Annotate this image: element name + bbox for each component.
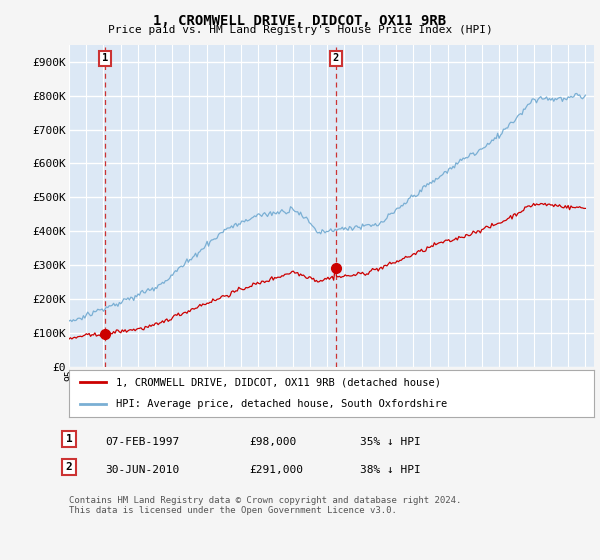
Text: £98,000: £98,000 [249, 437, 296, 447]
Text: 07-FEB-1997: 07-FEB-1997 [105, 437, 179, 447]
Text: 30-JUN-2010: 30-JUN-2010 [105, 465, 179, 475]
Text: 1: 1 [65, 434, 73, 444]
Text: HPI: Average price, detached house, South Oxfordshire: HPI: Average price, detached house, Sout… [116, 399, 448, 409]
Text: 2: 2 [332, 53, 339, 63]
Text: Price paid vs. HM Land Registry's House Price Index (HPI): Price paid vs. HM Land Registry's House … [107, 25, 493, 35]
Text: 1, CROMWELL DRIVE, DIDCOT, OX11 9RB: 1, CROMWELL DRIVE, DIDCOT, OX11 9RB [154, 14, 446, 28]
Text: 1, CROMWELL DRIVE, DIDCOT, OX11 9RB (detached house): 1, CROMWELL DRIVE, DIDCOT, OX11 9RB (det… [116, 377, 441, 388]
Text: 38% ↓ HPI: 38% ↓ HPI [360, 465, 421, 475]
Text: 1: 1 [102, 53, 108, 63]
Text: 35% ↓ HPI: 35% ↓ HPI [360, 437, 421, 447]
Text: Contains HM Land Registry data © Crown copyright and database right 2024.
This d: Contains HM Land Registry data © Crown c… [69, 496, 461, 515]
Text: £291,000: £291,000 [249, 465, 303, 475]
Text: 2: 2 [65, 462, 73, 472]
